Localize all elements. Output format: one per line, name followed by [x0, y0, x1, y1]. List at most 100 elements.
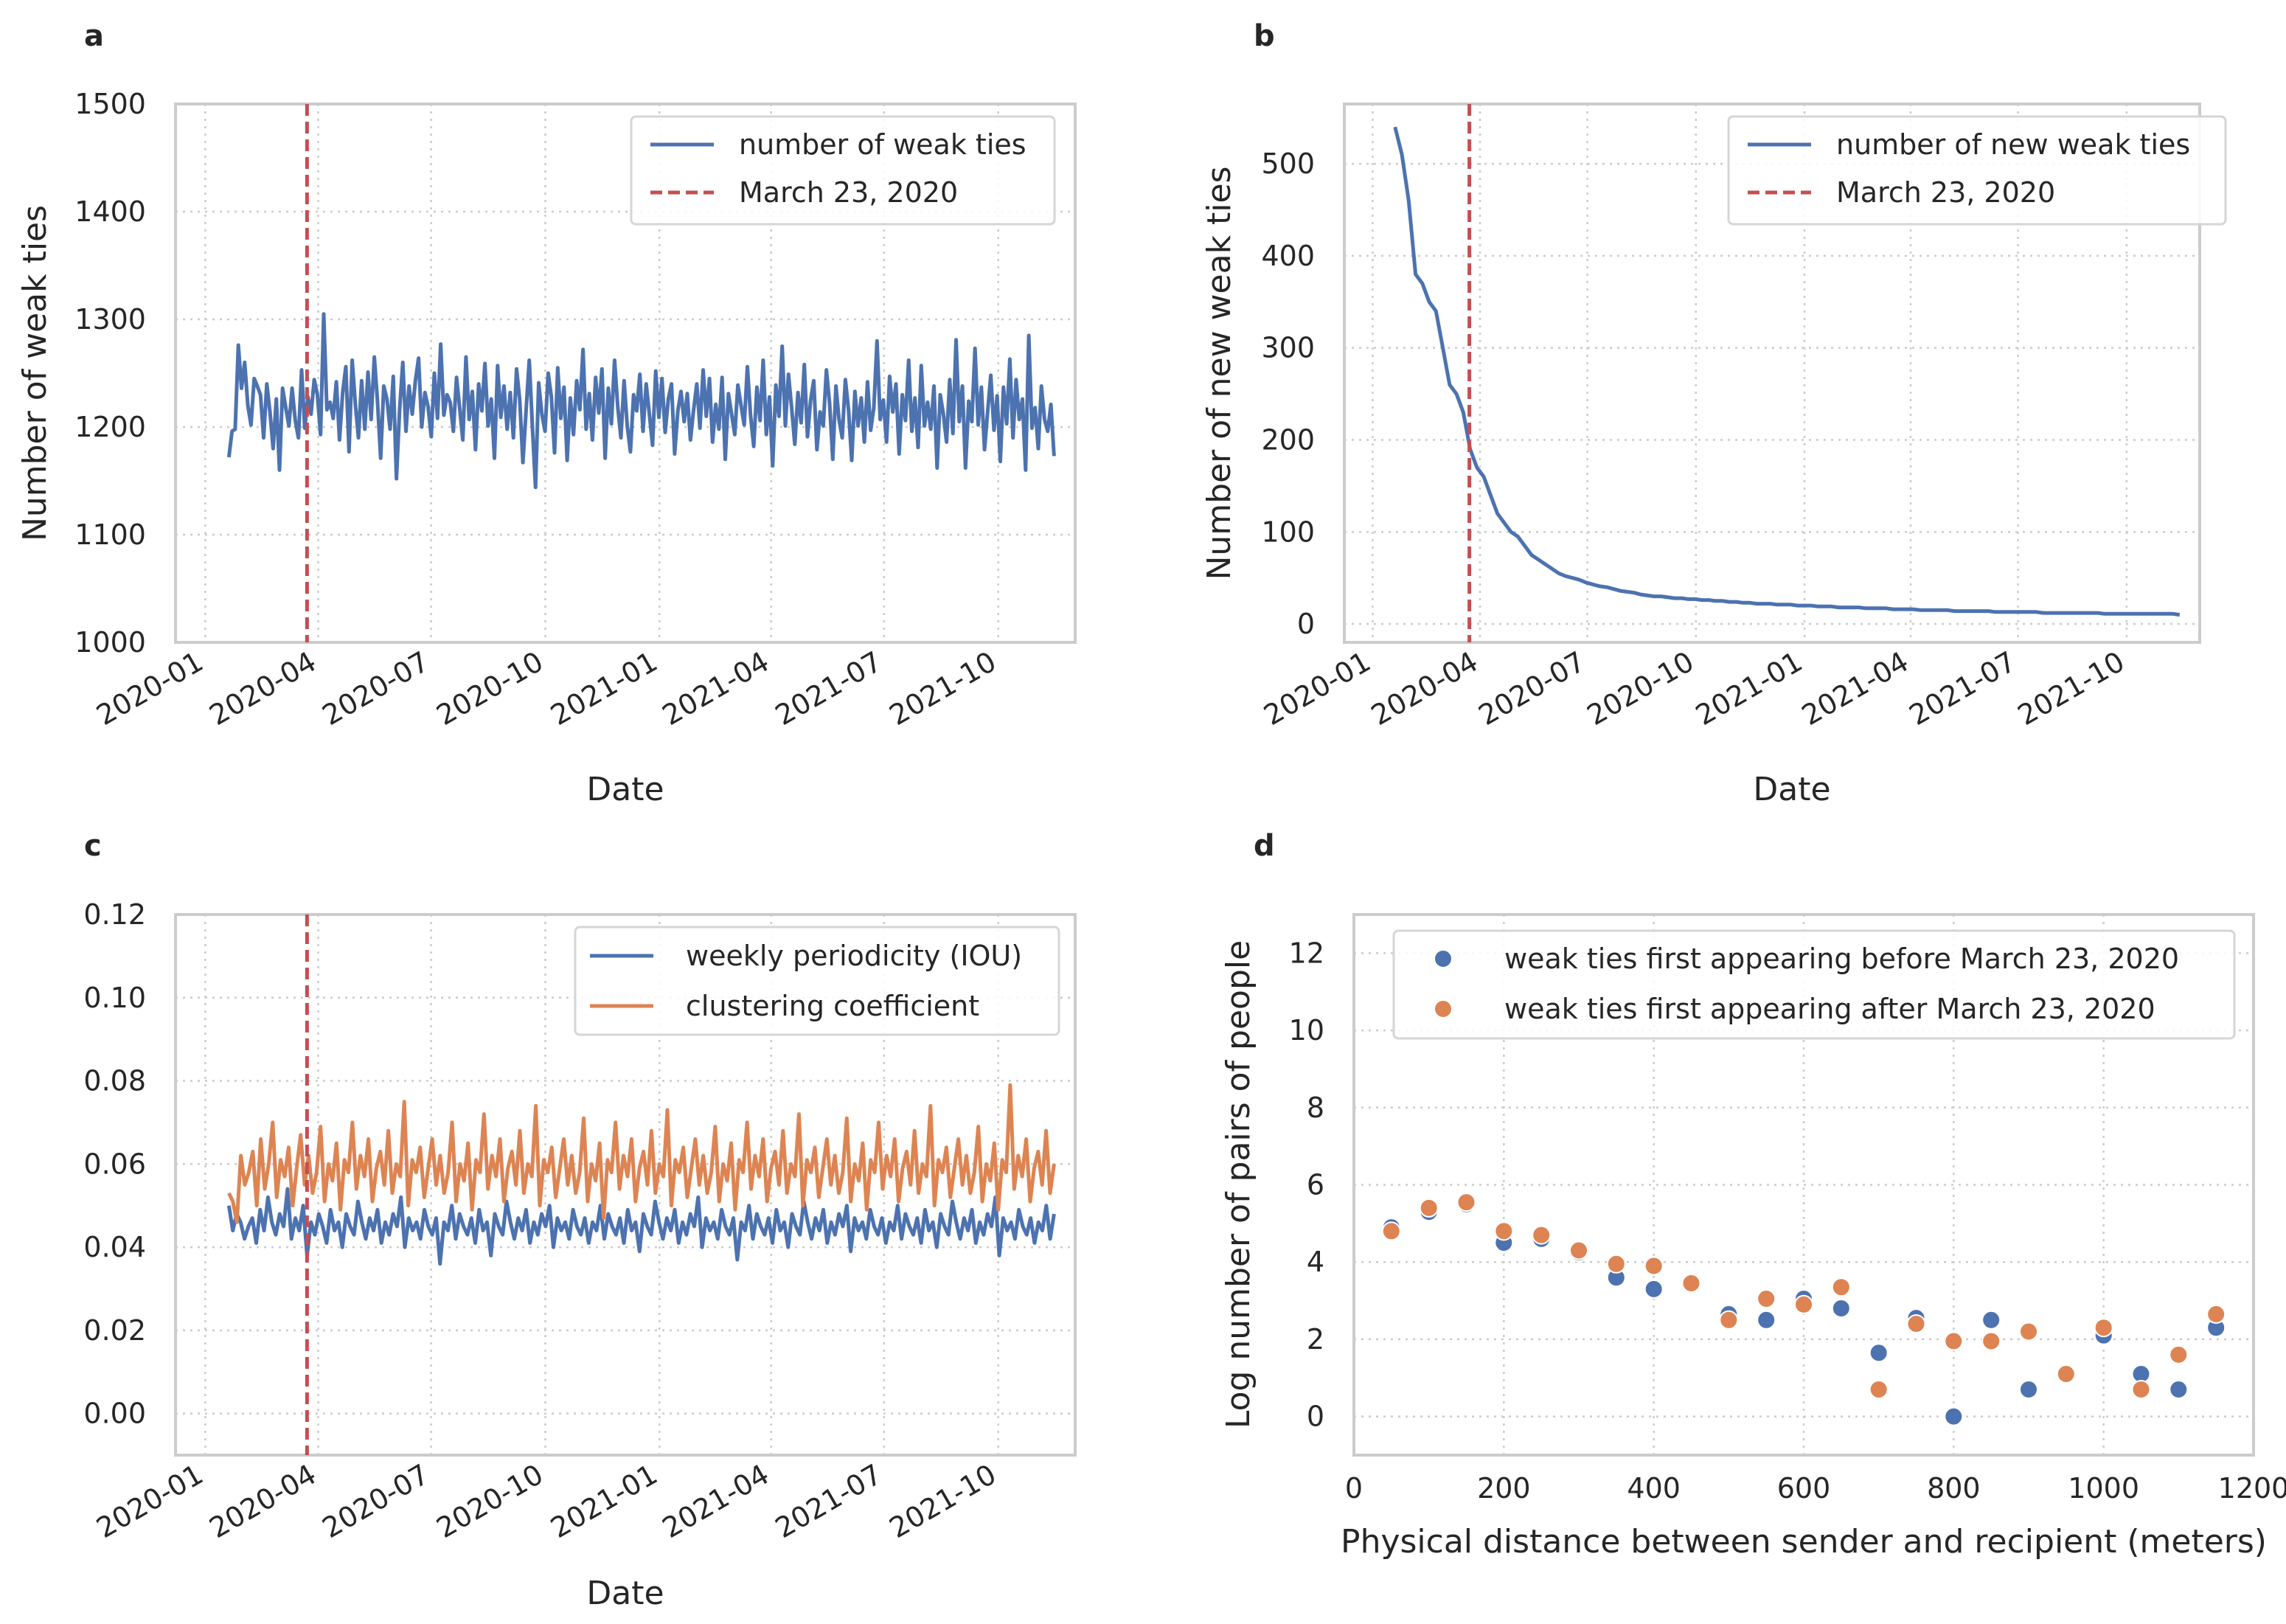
panel-d-point-after: [1381, 1221, 1401, 1241]
panel-d-point-after: [1869, 1380, 1889, 1399]
panel-a-legend: number of weak ties March 23, 2020: [630, 115, 1056, 226]
panel-d-point-after: [2206, 1304, 2226, 1324]
panel-a-x-tick-label: 2020-04: [204, 645, 322, 732]
panel-d-point-before: [1757, 1310, 1776, 1330]
panel-d-point-after: [1944, 1331, 1964, 1351]
panel-c-x-tick-label: 2020-01: [91, 1458, 209, 1544]
panel-d-x-tick-label: 200: [1477, 1472, 1531, 1505]
panel-c-letter: c: [84, 829, 102, 863]
panel-a-x-label: Date: [586, 771, 664, 808]
panel-c-legend: weekly periodicity (IOU) clustering coef…: [574, 926, 1060, 1036]
panel-d-x-tick-label: 0: [1345, 1472, 1363, 1505]
panel-b-legend-vline: March 23, 2020: [1836, 176, 2055, 209]
panel-b-y-tick-label: 200: [1261, 423, 1315, 456]
panel-a-legend-series: number of weak ties: [739, 128, 1026, 161]
panel-b-series-line-0: [1393, 126, 2181, 617]
panel-d-point-after: [1494, 1221, 1514, 1241]
panel-c-y-tick-label: 0.02: [83, 1314, 146, 1347]
panel-b-x-tick-label: 2020-04: [1366, 645, 1484, 732]
panel-c-y-tick-label: 0.06: [83, 1148, 146, 1180]
panel-b-legend-series: number of new weak ties: [1836, 128, 2190, 161]
panel-b-y-tick-label: 0: [1297, 608, 1315, 640]
panel-d-legend-before: weak ties first appearing before March 2…: [1504, 943, 2179, 975]
panel-d-point-before: [1644, 1279, 1664, 1299]
panel-b-x-tick-label: 2020-07: [1473, 645, 1591, 732]
panel-d: d 0 200 400 600 800 1000 1200 0 2 4 6 8 10 12 Physica…: [1220, 829, 2286, 1561]
panel-a-x-tick-label: 2021-01: [545, 645, 663, 732]
panel-d-point-after: [2019, 1322, 2038, 1342]
panel-d-point-after: [1681, 1274, 1701, 1293]
panel-b-frame: [1343, 103, 2201, 644]
panel-d-point-after: [1419, 1198, 1439, 1218]
panel-d-point-after: [1532, 1225, 1552, 1245]
panel-d-point-after: [2056, 1364, 2076, 1384]
panel-d-x-tick-label: 600: [1777, 1472, 1831, 1505]
panel-d-x-tick-label: 800: [1927, 1472, 1981, 1505]
panel-d-point-after: [1644, 1256, 1664, 1276]
panel-b-y-tick-label: 500: [1261, 148, 1315, 180]
panel-d-legend-marker-before: [1434, 949, 1453, 968]
panel-c-series-line-0: [226, 1187, 1056, 1266]
panel-a-legend-vline: March 23, 2020: [739, 176, 958, 209]
panel-d-x-tick-label: 1200: [2218, 1472, 2286, 1505]
panel-d-point-before: [2019, 1380, 2038, 1399]
panel-d-x-tick-label: 1000: [2068, 1472, 2139, 1505]
panel-a-y-label: Number of weak ties: [16, 205, 54, 541]
panel-c-x-label: Date: [586, 1575, 664, 1612]
panel-d-frame: [1352, 913, 2255, 1457]
panel-a-y-tick-label: 1500: [74, 88, 146, 120]
panel-c-x-tick-label: 2020-04: [204, 1458, 322, 1544]
panel-b-x-tick-label: 2020-10: [1582, 645, 1700, 732]
panel-d-y-tick-label: 2: [1307, 1323, 1324, 1356]
panel-c-legend-iou: weekly periodicity (IOU): [686, 940, 1022, 972]
panel-a-x-tick-label: 2020-10: [431, 645, 549, 732]
panel-a-y-tick-label: 1300: [74, 303, 146, 336]
panel-b-legend: number of new weak ties March 23, 2020: [1727, 115, 2227, 226]
panel-c-series-line-1: [227, 1083, 1056, 1224]
panel-d-legend-marker-after: [1434, 999, 1453, 1019]
panel-c-x-tick-label: 2021-07: [770, 1458, 888, 1544]
panel-d-y-tick-label: 8: [1307, 1092, 1324, 1124]
panel-a-x-tick-label: 2021-04: [657, 645, 775, 732]
panel-c-x-tick-label: 2021-10: [884, 1458, 1002, 1544]
panel-a: a 2020-012020-042020-072020-102021-01202…: [16, 19, 1077, 808]
panel-d-x-label: Physical distance between sender and rec…: [1341, 1523, 2267, 1561]
panel-d-point-after: [1569, 1240, 1588, 1260]
panel-a-y-tick-label: 1400: [74, 195, 146, 228]
panel-b-x-tick-label: 2021-07: [1904, 645, 2022, 732]
panel-a-y-tick-label: 1200: [74, 411, 146, 443]
panel-d-legend: weak ties first appearing before March 2…: [1392, 929, 2236, 1040]
panel-b-x-tick-label: 2020-01: [1258, 645, 1376, 732]
panel-b-y-label: Number of new weak ties: [1201, 166, 1238, 580]
panel-c-y-tick-label: 0.12: [83, 898, 146, 931]
panel-d-legend-box: [1392, 929, 2236, 1040]
panel-d-point-before: [1869, 1343, 1889, 1363]
panel-a-frame: [174, 103, 1077, 644]
panel-c-y-tick-label: 0.00: [83, 1398, 146, 1430]
panel-d-legend-after: weak ties first appearing after March 23…: [1504, 993, 2155, 1025]
panel-c-x-tick-label: 2020-10: [431, 1458, 549, 1544]
panel-c-x-tick-label: 2021-04: [657, 1458, 775, 1544]
panel-d-x-tick-label: 400: [1627, 1472, 1681, 1505]
panel-b-letter: b: [1254, 19, 1275, 53]
panel-b-x-tick-label: 2021-10: [2012, 645, 2130, 732]
panel-b-y-tick-label: 400: [1261, 240, 1315, 272]
panel-d-point-before: [1944, 1406, 1964, 1426]
panel-d-point-before: [1981, 1310, 2001, 1330]
panel-b-y-tick-label: 100: [1261, 516, 1315, 548]
panel-d-letter: d: [1254, 829, 1275, 863]
panel-a-y-tick-label: 1100: [74, 518, 146, 551]
panel-a-x-tick-label: 2021-10: [884, 645, 1002, 732]
panel-d-point-before: [1831, 1299, 1851, 1318]
panel-d-y-tick-label: 4: [1307, 1246, 1324, 1278]
panel-c-x-tick-label: 2021-01: [545, 1458, 663, 1544]
panel-a-y-tick-label: 1000: [74, 626, 146, 659]
panel-d-point-after: [1981, 1331, 2001, 1351]
panel-b-x-tick-label: 2021-04: [1796, 645, 1914, 732]
panel-d-point-after: [2094, 1318, 2113, 1338]
panel-b-x-label: Date: [1753, 771, 1830, 808]
panel-d-point-after: [1456, 1193, 1476, 1212]
panel-c-frame: [174, 913, 1077, 1457]
panel-d-y-tick-label: 0: [1307, 1401, 1324, 1433]
panel-a-legend-box: [630, 115, 1056, 226]
